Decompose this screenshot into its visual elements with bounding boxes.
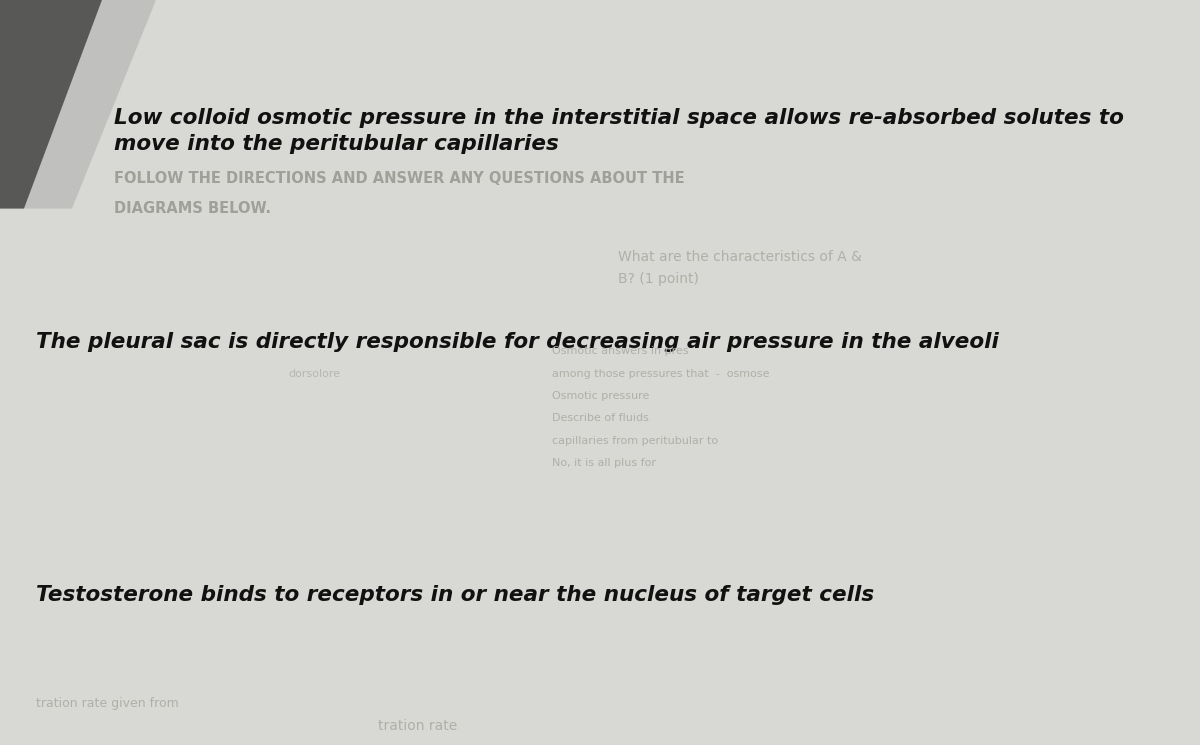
Text: dorsolore: dorsolore: [288, 369, 340, 378]
Text: Osmotic answers in pres: Osmotic answers in pres: [552, 346, 689, 356]
Text: B? (1 point): B? (1 point): [618, 272, 698, 286]
Text: Osmotic pressure: Osmotic pressure: [552, 391, 649, 401]
Text: The pleural sac is directly responsible for decreasing air pressure in the alveo: The pleural sac is directly responsible …: [36, 332, 998, 352]
Text: among those pressures that  -  osmose: among those pressures that - osmose: [552, 369, 769, 378]
Text: DIAGRAMS BELOW.: DIAGRAMS BELOW.: [114, 201, 271, 216]
Polygon shape: [0, 0, 102, 209]
Text: What are the characteristics of A &: What are the characteristics of A &: [618, 250, 862, 264]
Text: Describe of fluids: Describe of fluids: [552, 413, 649, 423]
Text: No, it is all plus for: No, it is all plus for: [552, 458, 656, 468]
Text: tration rate given from: tration rate given from: [36, 697, 179, 709]
Polygon shape: [24, 0, 156, 209]
Text: tration rate: tration rate: [378, 719, 457, 733]
Text: FOLLOW THE DIRECTIONS AND ANSWER ANY QUESTIONS ABOUT THE: FOLLOW THE DIRECTIONS AND ANSWER ANY QUE…: [114, 171, 685, 186]
Text: Testosterone binds to receptors in or near the nucleus of target cells: Testosterone binds to receptors in or ne…: [36, 585, 874, 605]
Text: capillaries from peritubular to: capillaries from peritubular to: [552, 436, 718, 446]
Text: Low colloid osmotic pressure in the interstitial space allows re-absorbed solute: Low colloid osmotic pressure in the inte…: [114, 108, 1124, 154]
